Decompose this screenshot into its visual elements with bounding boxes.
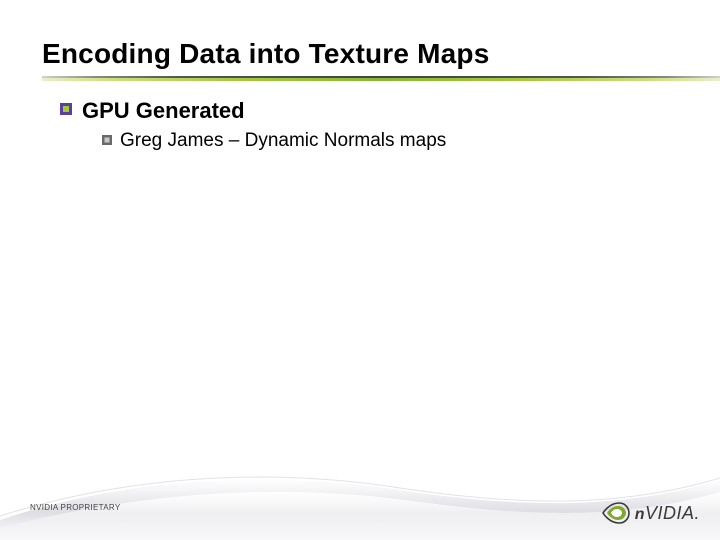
nvidia-logo-text: nVIDIA. [635,503,700,524]
title-underline [42,76,720,80]
bottom-swoosh-graphic [0,450,720,540]
nvidia-logo-rest: VIDIA [645,503,695,523]
title-area: Encoding Data into Texture Maps [0,0,720,80]
bullet-l2-text: Greg James – Dynamic Normals maps [120,130,446,152]
bullet-level2: Greg James – Dynamic Normals maps [102,130,720,152]
bullet-level1: GPU Generated [60,98,720,124]
footer-proprietary: NVIDIA PROPRIETARY [30,503,120,512]
nvidia-logo: nVIDIA. [601,500,700,526]
square-bullet-icon [102,132,112,150]
nvidia-logo-n: n [635,506,645,523]
content-area: GPU Generated Greg James – Dynamic Norma… [0,80,720,152]
slide-title: Encoding Data into Texture Maps [42,38,720,70]
underline-green [42,78,720,81]
nvidia-eye-icon [601,500,631,526]
square-bullet-icon [60,102,72,120]
slide-container: Encoding Data into Texture Maps GPU Gene… [0,0,720,540]
bullet-l1-text: GPU Generated [82,98,245,124]
